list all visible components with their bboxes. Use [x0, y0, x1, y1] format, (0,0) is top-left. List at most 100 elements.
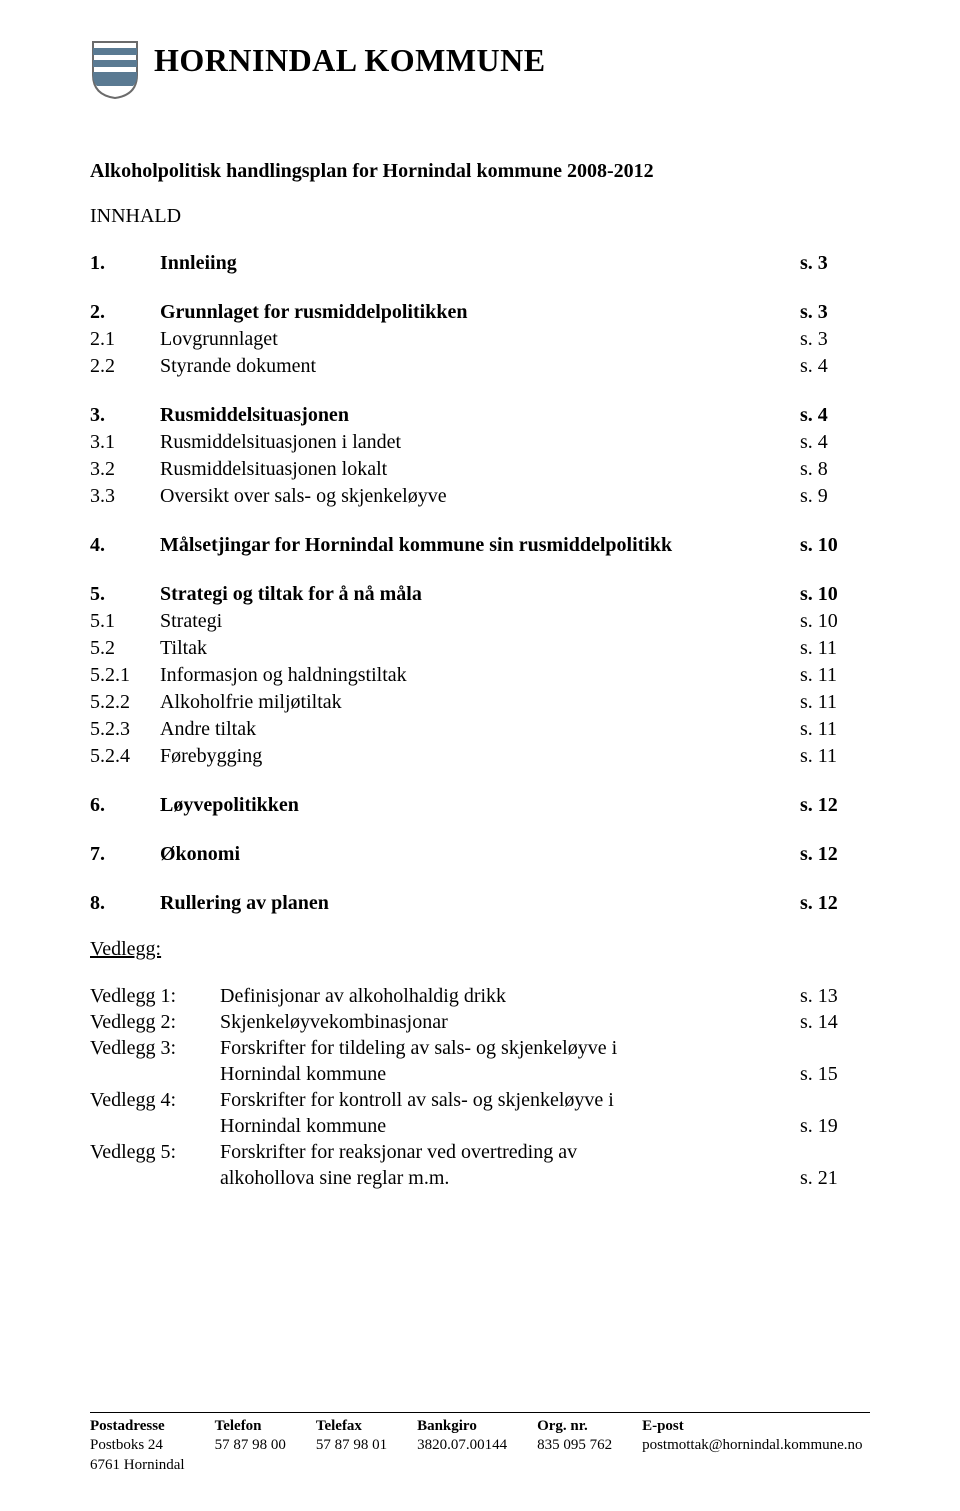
toc-label: Tiltak	[160, 635, 800, 661]
attachment-key	[90, 1061, 220, 1087]
document-page: HORNINDAL KOMMUNE Alkoholpolitisk handli…	[0, 0, 960, 1511]
attachment-text: Hornindal kommune	[220, 1113, 800, 1139]
toc-row: 2.Grunnlaget for rusmiddelpolitikkens. 3	[90, 299, 870, 325]
toc-number: 3.1	[90, 429, 160, 455]
toc-label: Strategi og tiltak for å nå måla	[160, 581, 800, 607]
toc-page: s. 4	[800, 402, 870, 428]
footer-column: E-postpostmottak@hornindal.kommune.no	[642, 1417, 862, 1476]
toc-row: 7.Økonomis. 12	[90, 841, 870, 867]
toc-row: 1.Innleiings. 3	[90, 250, 870, 276]
toc-label: Løyvepolitikken	[160, 792, 800, 818]
toc-row: 5.2.1Informasjon og haldningstiltaks. 11	[90, 662, 870, 688]
toc-page: s. 11	[800, 635, 870, 661]
attachment-row: alkohollova sine reglar m.m.s. 21	[90, 1165, 870, 1191]
toc-number: 5.	[90, 581, 160, 607]
toc-page: s. 8	[800, 456, 870, 482]
attachment-row: Hornindal kommunes. 15	[90, 1061, 870, 1087]
toc-number: 3.2	[90, 456, 160, 482]
attachment-text: alkohollova sine reglar m.m.	[220, 1165, 800, 1191]
footer-column: Telefon57 87 98 00	[215, 1417, 286, 1476]
toc-label: Lovgrunnlaget	[160, 326, 800, 352]
toc-label: Rullering av planen	[160, 890, 800, 916]
footer-column-value: 57 87 98 01	[316, 1436, 387, 1456]
toc-page: s. 4	[800, 353, 870, 379]
attachment-row: Hornindal kommunes. 19	[90, 1113, 870, 1139]
attachment-row: Vedlegg 2:Skjenkeløyvekombinasjonars. 14	[90, 1009, 870, 1035]
toc-number: 5.2	[90, 635, 160, 661]
attachment-row: Vedlegg 3:Forskrifter for tildeling av s…	[90, 1035, 870, 1061]
attachment-key: Vedlegg 3:	[90, 1035, 220, 1061]
toc-row: 5.2Tiltaks. 11	[90, 635, 870, 661]
footer-column-value: 3820.07.00144	[417, 1436, 507, 1456]
attachment-text: Definisjonar av alkoholhaldig drikk	[220, 983, 800, 1009]
toc-row: 2.1Lovgrunnlagets. 3	[90, 326, 870, 352]
toc-row: 5.2.4Førebyggings. 11	[90, 743, 870, 769]
toc-page: s. 3	[800, 326, 870, 352]
toc-page: s. 9	[800, 483, 870, 509]
attachment-page	[800, 1139, 870, 1165]
toc-number: 5.2.4	[90, 743, 160, 769]
attachment-key	[90, 1165, 220, 1191]
toc-label: Førebygging	[160, 743, 800, 769]
footer-column-head: E-post	[642, 1417, 862, 1437]
footer-column: Bankgiro3820.07.00144	[417, 1417, 507, 1476]
attachment-key: Vedlegg 5:	[90, 1139, 220, 1165]
municipal-shield-icon	[90, 40, 140, 100]
contents-heading: INNHALD	[90, 205, 870, 228]
attachment-text: Forskrifter for tildeling av sals- og sk…	[220, 1035, 800, 1061]
toc-number: 4.	[90, 532, 160, 558]
toc-gap	[90, 510, 870, 532]
toc-page: s. 12	[800, 841, 870, 867]
footer-column: PostadressePostboks 246761 Hornindal	[90, 1417, 185, 1476]
toc-gap	[90, 868, 870, 890]
toc-row: 4.Målsetjingar for Hornindal kommune sin…	[90, 532, 870, 558]
footer-column: Org. nr.835 095 762	[537, 1417, 612, 1476]
attachments-heading: Vedlegg:	[90, 938, 870, 961]
footer-column-head: Postadresse	[90, 1417, 185, 1437]
org-name: HORNINDAL KOMMUNE	[154, 42, 546, 79]
toc-number: 5.2.3	[90, 716, 160, 742]
toc-page: s. 11	[800, 662, 870, 688]
toc-gap	[90, 380, 870, 402]
attachment-page: s. 14	[800, 1009, 870, 1035]
footer-column: Telefax57 87 98 01	[316, 1417, 387, 1476]
toc-row: 3.3Oversikt over sals- og skjenkeløyves.…	[90, 483, 870, 509]
toc-number: 1.	[90, 250, 160, 276]
toc-row: 3.Rusmiddelsituasjonens. 4	[90, 402, 870, 428]
toc-number: 5.2.1	[90, 662, 160, 688]
attachment-row: Vedlegg 1:Definisjonar av alkoholhaldig …	[90, 983, 870, 1009]
toc-row: 2.2Styrande dokuments. 4	[90, 353, 870, 379]
toc-row: 5.2.2Alkoholfrie miljøtiltaks. 11	[90, 689, 870, 715]
toc-number: 7.	[90, 841, 160, 867]
toc-gap	[90, 819, 870, 841]
toc-row: 6.Løyvepolitikkens. 12	[90, 792, 870, 818]
attachment-page: s. 13	[800, 983, 870, 1009]
attachment-page	[800, 1035, 870, 1061]
toc-page: s. 4	[800, 429, 870, 455]
toc-label: Rusmiddelsituasjonen i landet	[160, 429, 800, 455]
toc-number: 5.1	[90, 608, 160, 634]
toc-page: s. 3	[800, 250, 870, 276]
toc-page: s. 12	[800, 890, 870, 916]
attachment-text: Hornindal kommune	[220, 1061, 800, 1087]
toc-label: Rusmiddelsituasjonen	[160, 402, 800, 428]
toc-page: s. 10	[800, 581, 870, 607]
toc-page: s. 10	[800, 532, 870, 558]
footer-column-value: 835 095 762	[537, 1436, 612, 1456]
toc-number: 2.1	[90, 326, 160, 352]
attachment-text: Forskrifter for kontroll av sals- og skj…	[220, 1087, 800, 1113]
footer-column-head: Bankgiro	[417, 1417, 507, 1437]
attachment-text: Forskrifter for reaksjonar ved overtredi…	[220, 1139, 800, 1165]
toc-label: Strategi	[160, 608, 800, 634]
toc-row: 3.1Rusmiddelsituasjonen i landets. 4	[90, 429, 870, 455]
toc-number: 3.	[90, 402, 160, 428]
attachment-text: Skjenkeløyvekombinasjonar	[220, 1009, 800, 1035]
toc-label: Grunnlaget for rusmiddelpolitikken	[160, 299, 800, 325]
footer-column-head: Telefax	[316, 1417, 387, 1437]
toc-page: s. 11	[800, 716, 870, 742]
toc-label: Informasjon og haldningstiltak	[160, 662, 800, 688]
attachment-key: Vedlegg 1:	[90, 983, 220, 1009]
toc-gap	[90, 559, 870, 581]
footer-column-head: Org. nr.	[537, 1417, 612, 1437]
attachment-row: Vedlegg 5:Forskrifter for reaksjonar ved…	[90, 1139, 870, 1165]
